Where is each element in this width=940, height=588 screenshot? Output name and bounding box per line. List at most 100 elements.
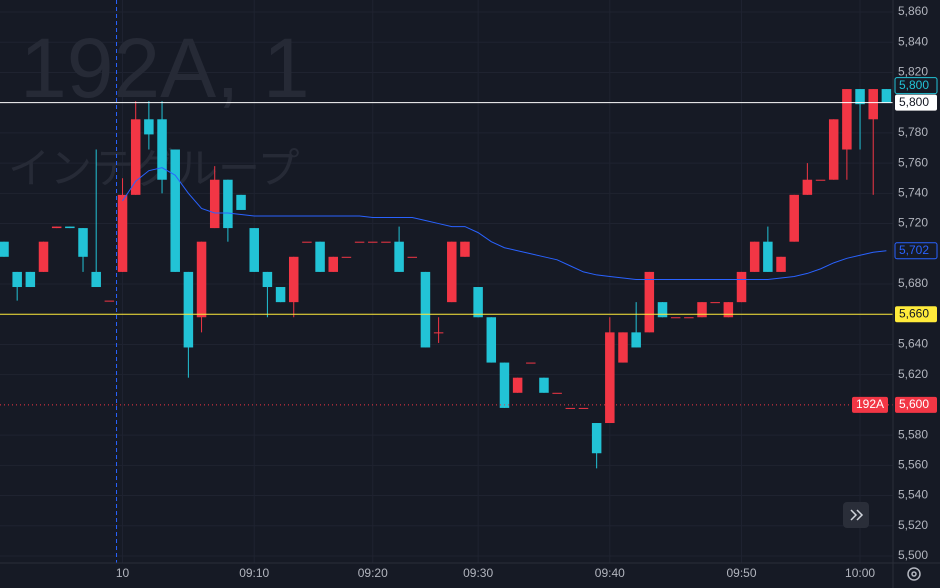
candle-body bbox=[802, 179, 813, 195]
candle-body bbox=[209, 179, 220, 229]
candle-body bbox=[697, 302, 707, 318]
candle-body bbox=[157, 119, 167, 180]
scroll-button[interactable] bbox=[843, 502, 869, 528]
candle-body bbox=[315, 241, 325, 272]
candle-body bbox=[605, 332, 615, 424]
gear-center bbox=[911, 571, 917, 577]
y-tick-label: 5,620 bbox=[898, 367, 928, 381]
candle-body bbox=[460, 241, 470, 257]
candle-body bbox=[657, 302, 668, 318]
settings-button[interactable] bbox=[907, 567, 921, 581]
candle-body bbox=[407, 256, 418, 258]
candle-body bbox=[539, 377, 549, 393]
y-tick-label: 5,820 bbox=[898, 65, 928, 79]
vwap-line bbox=[122, 167, 887, 280]
y-tick-label: 5,640 bbox=[898, 337, 928, 351]
candle-body bbox=[196, 241, 207, 318]
y-tick-label: 5,500 bbox=[898, 548, 928, 562]
candle-body bbox=[684, 317, 694, 319]
candle-body bbox=[12, 271, 22, 288]
symbol-badge-label: 192A bbox=[856, 397, 884, 411]
candle-body bbox=[262, 271, 273, 288]
candle-body bbox=[223, 179, 233, 229]
candle-body bbox=[170, 149, 180, 272]
candle-body bbox=[631, 332, 641, 348]
candle-body bbox=[552, 392, 562, 394]
watermark-subtitle: インテグループ bbox=[8, 145, 299, 192]
candle-body bbox=[749, 241, 760, 272]
candle-body bbox=[91, 271, 101, 288]
candle-body bbox=[868, 89, 878, 120]
y-tick-label: 5,760 bbox=[898, 155, 928, 169]
price-badge bbox=[894, 242, 938, 260]
candle-body bbox=[130, 119, 141, 195]
price-badge bbox=[895, 306, 937, 323]
x-tick-label: 10 bbox=[116, 566, 130, 580]
candle-body bbox=[78, 228, 88, 257]
candle-body bbox=[381, 241, 391, 243]
y-tick-label: 5,740 bbox=[898, 186, 928, 200]
candle-body bbox=[842, 89, 852, 150]
candle-body bbox=[486, 317, 497, 363]
candle-body bbox=[815, 179, 826, 181]
candle-body bbox=[828, 119, 839, 180]
axes: 5,500 5,520 5,540 5,560 5,580 5,620 5,640 5,680… bbox=[116, 4, 938, 580]
candle-body bbox=[565, 407, 576, 409]
candle-body bbox=[881, 89, 892, 103]
y-tick-label: 5,580 bbox=[898, 427, 928, 441]
y-tick-label: 5,720 bbox=[898, 216, 928, 230]
x-tick-label: 09:40 bbox=[595, 566, 625, 580]
candle-body bbox=[789, 194, 799, 242]
candle-body bbox=[354, 241, 365, 243]
candle-body bbox=[0, 241, 9, 257]
candle-body bbox=[618, 332, 628, 363]
candle-body bbox=[499, 362, 510, 408]
candle-body bbox=[736, 271, 747, 303]
y-tick-label: 5,680 bbox=[898, 276, 928, 290]
x-tick-label: 10:00 bbox=[845, 566, 875, 580]
candle-body bbox=[394, 241, 404, 272]
candle-body bbox=[117, 194, 128, 272]
y-tick-label: 5,520 bbox=[898, 518, 928, 532]
candle-body bbox=[275, 287, 286, 303]
y-tick-label: 5,560 bbox=[898, 458, 928, 472]
watermark: 192A, 1 bbox=[20, 21, 310, 115]
price-badge-label: 5,660 bbox=[899, 306, 929, 320]
y-tick-label: 5,860 bbox=[898, 4, 928, 18]
candle-body bbox=[473, 287, 483, 318]
candle-body bbox=[644, 271, 655, 333]
gear-icon[interactable] bbox=[907, 567, 921, 581]
candle-body bbox=[447, 241, 457, 303]
candle-body bbox=[670, 317, 681, 319]
symbol-badge bbox=[852, 396, 888, 413]
price-badge-label: 5,800 bbox=[899, 78, 929, 92]
candle-body bbox=[578, 407, 589, 409]
x-tick-label: 09:10 bbox=[239, 566, 269, 580]
scroll-icon bbox=[850, 509, 864, 521]
x-tick-label: 09:50 bbox=[727, 566, 757, 580]
candle-body bbox=[763, 241, 773, 272]
candle-body bbox=[249, 228, 259, 272]
candle-body bbox=[65, 226, 75, 229]
candle-body bbox=[855, 89, 865, 105]
candle-body bbox=[236, 194, 246, 210]
candle-body bbox=[723, 302, 734, 318]
candle-body bbox=[710, 302, 720, 304]
candle-body bbox=[776, 256, 786, 272]
candle-body bbox=[526, 362, 536, 364]
candle-body bbox=[420, 271, 431, 348]
price-badge bbox=[894, 77, 938, 95]
candle-body bbox=[368, 241, 378, 243]
price-badge-label: 5,800 bbox=[899, 95, 929, 109]
candle-body bbox=[183, 271, 194, 348]
price-badge-label: 5,600 bbox=[899, 397, 929, 411]
candle-body bbox=[591, 423, 602, 454]
x-tick-label: 09:30 bbox=[463, 566, 493, 580]
candle-body bbox=[144, 119, 154, 135]
candle-body bbox=[302, 241, 312, 243]
y-tick-label: 5,780 bbox=[898, 125, 928, 139]
price-badge bbox=[895, 94, 937, 111]
candle-body bbox=[51, 226, 62, 229]
